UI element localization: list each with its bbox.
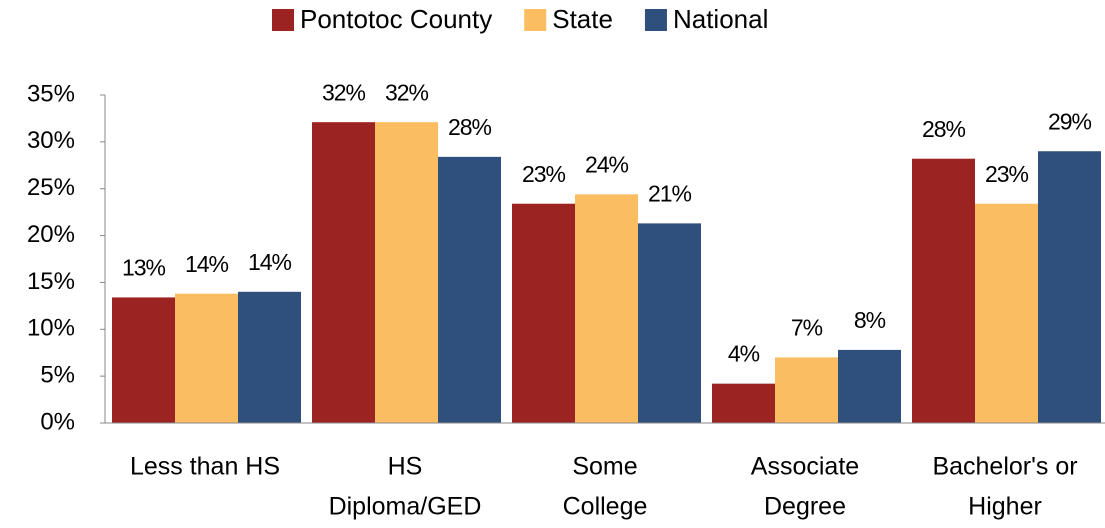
bar	[838, 349, 901, 423]
y-tick-label: 35%	[27, 80, 75, 107]
data-label: 32%	[385, 79, 429, 105]
x-tick-label: College	[563, 493, 648, 521]
x-tick-label: Associate	[751, 453, 859, 481]
bar	[712, 383, 775, 423]
data-label: 4%	[728, 341, 760, 367]
data-label: 13%	[122, 255, 166, 281]
y-tick-label: 15%	[27, 268, 75, 295]
bar	[112, 297, 175, 423]
bar	[1038, 151, 1101, 423]
legend-label: Pontotoc County	[300, 4, 492, 34]
data-label: 14%	[248, 249, 292, 275]
x-tick-label: Diploma/GED	[329, 493, 482, 521]
bar	[775, 357, 838, 423]
bar	[438, 156, 501, 423]
y-tick-label: 20%	[27, 221, 75, 248]
x-tick-label: Degree	[764, 493, 846, 521]
legend-label: State	[552, 4, 613, 34]
data-label: 28%	[448, 114, 492, 140]
data-label: 28%	[922, 116, 966, 142]
x-tick-label: Less than HS	[130, 453, 280, 481]
bar	[638, 223, 701, 423]
bar	[375, 122, 438, 424]
y-tick-label: 5%	[40, 361, 75, 388]
data-label: 32%	[322, 79, 366, 105]
bar	[175, 293, 238, 423]
bar	[512, 203, 575, 423]
bar	[975, 203, 1038, 423]
data-label: 23%	[985, 161, 1029, 187]
data-label: 8%	[854, 307, 886, 333]
legend-swatch	[524, 9, 547, 31]
data-label: 29%	[1048, 108, 1092, 134]
x-tick-label: Bachelor's or	[932, 453, 1077, 481]
y-tick-label: 10%	[27, 315, 75, 342]
x-tick-label: Higher	[968, 493, 1042, 521]
bar	[312, 122, 375, 424]
bar	[912, 158, 975, 423]
data-label: 23%	[522, 161, 566, 187]
bar	[575, 194, 638, 423]
x-tick-label: HS	[388, 453, 423, 481]
legend-label: National	[673, 4, 768, 34]
data-label: 14%	[185, 251, 229, 277]
y-tick-label: 30%	[27, 127, 75, 154]
data-label: 7%	[791, 314, 823, 340]
data-label: 21%	[648, 180, 692, 206]
data-label: 24%	[585, 151, 629, 177]
x-tick-label: Some	[572, 453, 637, 481]
legend-swatch	[644, 9, 667, 31]
bar	[238, 291, 301, 423]
y-tick-label: 0%	[40, 408, 75, 435]
y-tick-label: 25%	[27, 174, 75, 201]
legend-swatch	[272, 9, 294, 31]
